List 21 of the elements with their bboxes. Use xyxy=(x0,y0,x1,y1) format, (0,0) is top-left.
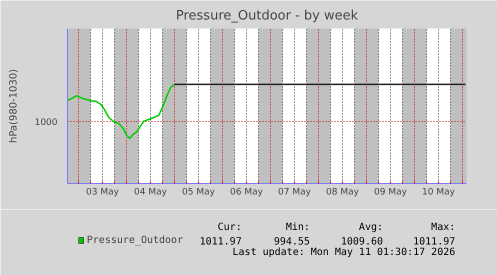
x-tick-label: 09 May xyxy=(374,188,408,198)
x-tick-label: 04 May xyxy=(134,188,168,198)
x-tick-label: 03 May xyxy=(86,188,120,198)
x-tick-label: 10 May xyxy=(422,188,456,198)
text: Avg: xyxy=(358,222,384,233)
text: 994.55 xyxy=(274,236,310,248)
chart-title: Pressure_Outdoor - by week xyxy=(176,8,359,24)
text: Cur: xyxy=(218,222,242,233)
y-axis-title: hPa(980-1030) xyxy=(8,68,20,143)
x-tick-label: 05 May xyxy=(182,188,216,198)
x-tick-label: 08 May xyxy=(326,188,360,198)
legend-label: Pressure_Outdoor xyxy=(86,235,184,246)
text: 1000 xyxy=(34,118,58,128)
text: 1011.97 xyxy=(413,236,456,248)
text: 1009.60 xyxy=(340,236,384,248)
text: 1011.97 xyxy=(200,236,242,248)
text: Last update: Mon May 11 01:30:17 2026 xyxy=(232,247,456,258)
text: Min: xyxy=(286,222,310,233)
x-tick-label: 06 May xyxy=(230,188,264,198)
x-tick-label: 07 May xyxy=(278,188,312,198)
text: Max: xyxy=(431,222,456,233)
